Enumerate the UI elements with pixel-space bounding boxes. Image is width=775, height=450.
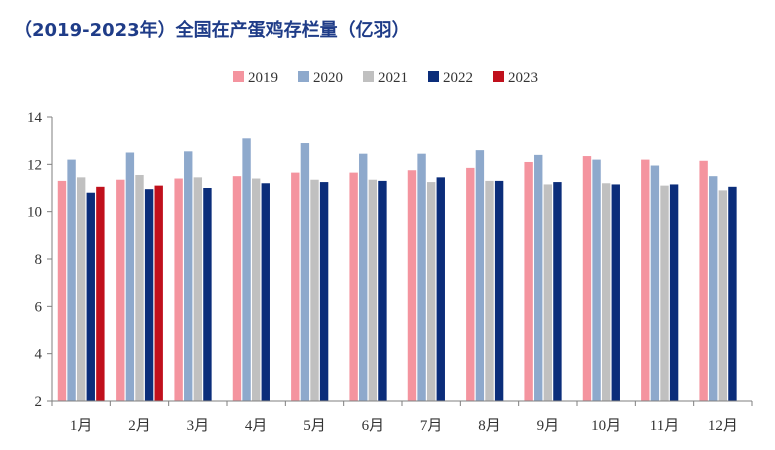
bar-2020-7月 bbox=[417, 153, 426, 401]
bar-2021-2月 bbox=[135, 174, 144, 401]
legend-label: 2021 bbox=[378, 70, 408, 86]
bar-2020-3月 bbox=[184, 151, 193, 401]
bar-2022-8月 bbox=[494, 180, 504, 401]
y-tick-label: 14 bbox=[27, 110, 43, 126]
bar-2020-9月 bbox=[534, 154, 543, 401]
legend-item-2019: 2019 bbox=[233, 70, 278, 86]
bar-2020-1月 bbox=[67, 159, 76, 401]
bar-2020-12月 bbox=[709, 176, 718, 401]
legend-label: 2022 bbox=[443, 70, 473, 86]
legend-item-2023: 2023 bbox=[493, 70, 538, 86]
legend-swatch bbox=[298, 71, 309, 82]
legend-item-2022: 2022 bbox=[428, 70, 473, 86]
bar-2019-5月 bbox=[291, 172, 300, 401]
bar-2021-3月 bbox=[193, 177, 203, 401]
legend-swatch bbox=[428, 71, 439, 82]
bar-2022-6月 bbox=[378, 180, 387, 401]
legend-label: 2019 bbox=[248, 70, 278, 86]
legend-swatch bbox=[363, 71, 374, 82]
bar-2022-10月 bbox=[611, 184, 620, 401]
bar-2021-1月 bbox=[76, 177, 86, 401]
x-tick-label: 3月 bbox=[187, 418, 210, 434]
x-tick-label: 10月 bbox=[591, 418, 621, 434]
bar-2021-8月 bbox=[485, 180, 494, 401]
bars bbox=[57, 138, 737, 402]
bar-2019-1月 bbox=[57, 180, 67, 401]
y-tick-label: 2 bbox=[35, 394, 43, 410]
bar-2022-7月 bbox=[436, 177, 445, 401]
bar-2019-2月 bbox=[116, 179, 125, 401]
bar-2020-5月 bbox=[300, 143, 310, 401]
bar-2019-3月 bbox=[174, 178, 183, 401]
chart-title: （2019-2023年）全国在产蛋鸡存栏量（亿羽） bbox=[14, 20, 410, 41]
bar-2021-11月 bbox=[660, 185, 669, 401]
x-tick-label: 11月 bbox=[650, 418, 679, 434]
bar-2023-2月 bbox=[154, 185, 163, 401]
bar-2021-4月 bbox=[251, 178, 261, 401]
bar-2023-1月 bbox=[96, 186, 105, 401]
bar-2019-9月 bbox=[524, 161, 533, 401]
bar-2022-12月 bbox=[728, 186, 737, 401]
legend-item-2021: 2021 bbox=[363, 70, 408, 86]
legend-swatch bbox=[233, 71, 244, 82]
bar-2019-11月 bbox=[641, 159, 650, 401]
bar-2021-9月 bbox=[543, 184, 553, 401]
legend: 2019 2020 2021 2022 2023 bbox=[233, 70, 538, 86]
bar-2022-1月 bbox=[86, 192, 95, 401]
bar-2020-11月 bbox=[650, 165, 660, 401]
y-tick-label: 12 bbox=[27, 157, 42, 173]
x-tick-label: 1月 bbox=[70, 418, 93, 434]
x-tick-label: 12月 bbox=[708, 418, 738, 434]
bar-2020-10月 bbox=[592, 159, 601, 401]
legend-item-2020: 2020 bbox=[298, 70, 343, 86]
bar-2022-2月 bbox=[144, 189, 154, 401]
bar-2020-2月 bbox=[125, 152, 135, 401]
x-axis: 1月 2月 3月 4月 5月 6月 7月 8月 9月 10月 11月 12月 bbox=[51, 400, 753, 434]
legend-swatch bbox=[493, 71, 504, 82]
y-tick-label: 6 bbox=[35, 299, 43, 315]
bar-2021-6月 bbox=[368, 179, 378, 401]
y-tick-label: 8 bbox=[35, 252, 43, 268]
bar-2021-5月 bbox=[310, 179, 319, 401]
legend-label: 2020 bbox=[313, 70, 343, 86]
bar-2020-8月 bbox=[475, 150, 485, 401]
bar-2022-3月 bbox=[203, 188, 212, 401]
bar-2022-5月 bbox=[319, 182, 329, 401]
bar-2021-10月 bbox=[601, 183, 611, 401]
bar-2021-7月 bbox=[426, 182, 436, 401]
bar-2021-12月 bbox=[718, 190, 728, 401]
bar-2020-4月 bbox=[242, 138, 251, 402]
bar-2019-10月 bbox=[582, 156, 592, 401]
bar-2019-6月 bbox=[349, 172, 358, 401]
x-tick-label: 9月 bbox=[537, 418, 560, 434]
x-tick-label: 7月 bbox=[420, 418, 443, 434]
bar-2019-4月 bbox=[232, 176, 242, 401]
x-tick-label: 4月 bbox=[245, 418, 268, 434]
legend-label: 2023 bbox=[508, 70, 538, 86]
x-tick-label: 5月 bbox=[303, 418, 326, 434]
x-tick-label: 2月 bbox=[128, 418, 151, 434]
y-tick-label: 4 bbox=[35, 347, 43, 363]
y-axis: 2 4 6 8 10 12 14 bbox=[27, 110, 53, 410]
x-tick-label: 6月 bbox=[362, 418, 385, 434]
bar-2020-6月 bbox=[359, 153, 368, 401]
bar-2019-7月 bbox=[407, 170, 417, 401]
bar-2022-11月 bbox=[669, 184, 679, 401]
x-tick-label: 8月 bbox=[478, 418, 501, 434]
bar-2019-12月 bbox=[699, 160, 708, 401]
bar-2019-8月 bbox=[466, 167, 475, 401]
y-tick-label: 10 bbox=[27, 205, 42, 221]
bar-2022-9月 bbox=[553, 182, 562, 401]
bar-2022-4月 bbox=[261, 183, 270, 401]
